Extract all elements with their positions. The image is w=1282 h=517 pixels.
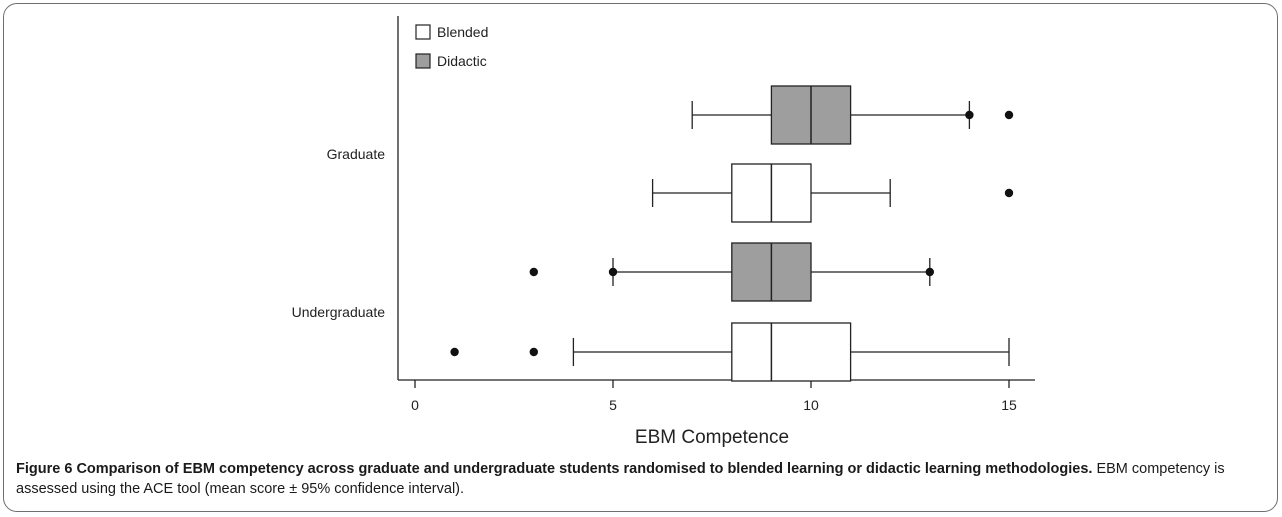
outlier-point [529, 267, 538, 277]
caption-text: EBM competency is assessed using the ACE… [16, 461, 1225, 497]
box-undergraduate-blended [450, 322, 1010, 382]
x-tick-label: 0 [411, 397, 419, 413]
x-tick-label: 15 [1001, 397, 1017, 413]
box-graduate-blended [651, 163, 1014, 223]
x-axis-label: EBM Competence [635, 427, 789, 448]
boxplot-chart: 0 5 10 15 EBM Competence Graduate Undergraduat… [292, 16, 1035, 448]
legend-label: Didactic [437, 53, 487, 69]
box-iqr [731, 322, 852, 382]
legend-swatch [415, 53, 431, 69]
box-graduate-didactic [691, 85, 1014, 145]
legend-label: Blended [437, 24, 488, 40]
box-undergraduate-didactic [529, 242, 934, 302]
figure-frame [3, 3, 1278, 512]
chart-legend: Blended Didactic [415, 24, 488, 69]
x-tick-label: 10 [803, 397, 819, 413]
caption-title: Comparison of EBM competency across grad… [76, 461, 1093, 477]
outlier-point [965, 110, 974, 120]
group-label: Graduate [327, 146, 386, 162]
outlier-point [529, 347, 538, 357]
figure-caption: Figure 6 Comparison of EBM competency ac… [16, 459, 1266, 499]
chart-boxes [450, 85, 1014, 382]
group-label: Undergraduate [292, 304, 386, 320]
caption-label: Figure 6 [16, 461, 73, 477]
outlier-point [1004, 188, 1014, 198]
outlier-point [608, 267, 618, 277]
outlier-point [925, 267, 934, 277]
chart-axes: 0 5 10 15 EBM Competence Graduate Undergraduat… [292, 16, 1035, 448]
outlier-point [450, 347, 459, 357]
outlier-point [1004, 110, 1014, 120]
x-tick-label: 5 [609, 397, 617, 413]
legend-swatch [415, 24, 431, 40]
